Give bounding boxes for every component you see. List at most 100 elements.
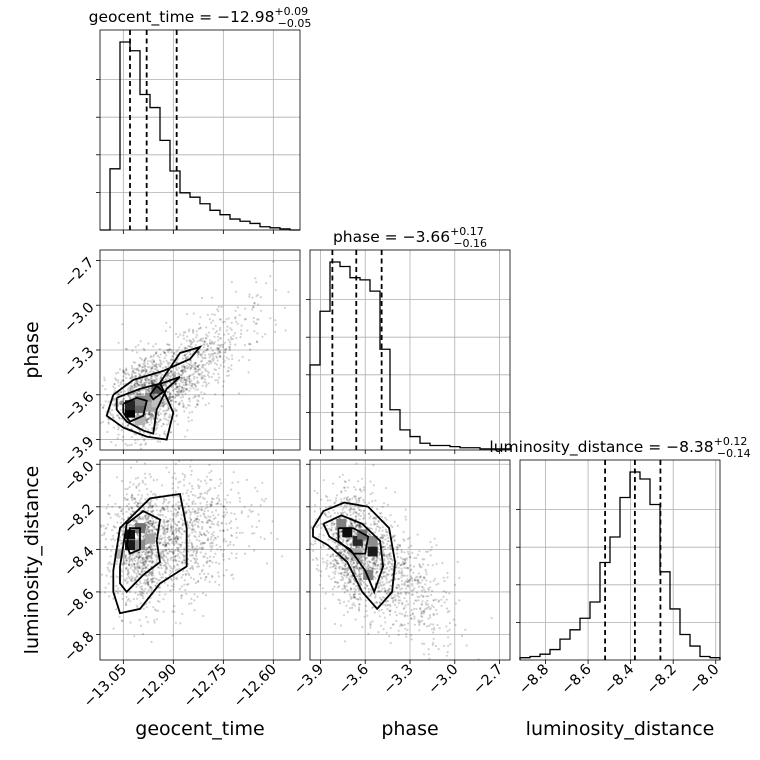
scatter-point	[174, 503, 178, 506]
scatter-point	[144, 472, 147, 475]
scatter-point	[222, 385, 225, 388]
scatter-point	[125, 603, 128, 606]
scatter-point	[156, 566, 159, 569]
scatter-point	[352, 567, 355, 570]
scatter-point	[182, 376, 185, 379]
scatter-point	[254, 486, 257, 489]
scatter-point	[127, 502, 130, 505]
scatter-point	[452, 618, 455, 621]
scatter-point	[162, 383, 165, 387]
scatter-point	[145, 369, 148, 372]
scatter-point	[358, 572, 361, 576]
scatter-point	[346, 551, 349, 554]
scatter-point	[198, 368, 201, 371]
scatter-point	[141, 633, 144, 636]
scatter-point	[384, 590, 387, 593]
scatter-point	[145, 370, 148, 373]
scatter-point	[186, 570, 189, 573]
grid-lines	[310, 250, 510, 450]
scatter-point	[168, 538, 171, 542]
scatter-point	[110, 538, 113, 541]
scatter-point	[144, 521, 148, 524]
scatter-point	[204, 336, 207, 339]
scatter-point	[149, 475, 152, 478]
scatter-point	[151, 577, 155, 580]
scatter-point	[129, 512, 132, 516]
scatter-point	[183, 556, 186, 559]
scatter-point	[181, 562, 184, 565]
scatter-point	[118, 401, 121, 404]
scatter-point	[152, 345, 155, 348]
scatter-point	[351, 525, 354, 528]
scatter-point	[163, 499, 166, 502]
scatter-point	[130, 563, 133, 566]
scatter-point	[218, 499, 221, 503]
scatter-point	[144, 371, 147, 374]
scatter-point	[121, 563, 124, 566]
scatter-point	[344, 480, 347, 484]
scatter-point	[400, 549, 403, 552]
scatter-point	[199, 316, 202, 319]
scatter-point	[358, 566, 361, 569]
scatter-point	[382, 545, 385, 548]
scatter-point	[198, 508, 201, 511]
scatter-point	[148, 473, 151, 476]
scatter-point	[383, 590, 386, 593]
scatter-point	[174, 559, 177, 562]
scatter-point	[205, 337, 208, 340]
scatter-point	[222, 540, 225, 543]
scatter-point	[148, 390, 151, 393]
scatter-point	[170, 550, 173, 553]
scatter-point	[192, 527, 195, 531]
scatter-point	[169, 326, 172, 329]
scatter-point	[336, 547, 339, 550]
scatter-point	[348, 508, 351, 511]
scatter-point	[352, 582, 355, 585]
scatter-point	[198, 350, 201, 353]
scatter-point	[255, 340, 259, 343]
scatter-point	[190, 566, 193, 570]
scatter-point	[198, 339, 201, 342]
scatter-point	[358, 525, 361, 528]
scatter-point	[161, 576, 164, 579]
scatter-point	[433, 628, 436, 631]
scatter-point	[211, 313, 214, 316]
scatter-point	[205, 503, 208, 506]
scatter-point	[167, 348, 170, 351]
scatter-point	[332, 562, 335, 566]
scatter-point	[236, 526, 239, 529]
scatter-point	[166, 376, 169, 379]
scatter-point	[173, 352, 176, 355]
scatter-point	[365, 556, 368, 559]
scatter-point	[151, 528, 154, 532]
scatter-point	[188, 400, 191, 403]
scatter-point	[131, 565, 134, 568]
scatter-point	[274, 319, 277, 322]
scatter-point	[349, 513, 352, 517]
scatter-point	[151, 549, 154, 552]
scatter-point	[144, 383, 147, 386]
scatter-point	[166, 390, 169, 393]
scatter-point	[162, 553, 165, 556]
scatter-point	[153, 379, 156, 382]
contour-3	[149, 384, 165, 401]
scatter-point	[202, 350, 205, 354]
scatter-point	[176, 390, 179, 393]
scatter-point	[90, 338, 92, 340]
scatter-point	[149, 505, 152, 508]
scatter-point	[170, 538, 173, 541]
scatter-point	[201, 568, 204, 571]
scatter-point	[181, 389, 184, 392]
scatter-point	[229, 520, 233, 523]
scatter-point	[185, 380, 188, 383]
scatter-point	[169, 517, 172, 521]
scatter-point	[165, 561, 168, 565]
scatter-point	[150, 367, 154, 370]
scatter-point	[332, 571, 335, 574]
scatter-point	[138, 515, 141, 518]
scatter-point	[343, 571, 346, 574]
scatter-point	[167, 351, 170, 354]
scatter-point	[405, 600, 408, 603]
scatter-point	[165, 349, 168, 352]
scatter-point	[122, 533, 125, 536]
